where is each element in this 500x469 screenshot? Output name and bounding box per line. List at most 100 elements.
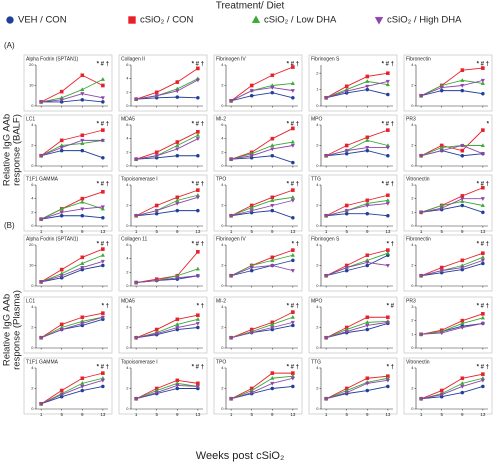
x-tick-label: 13 <box>195 229 201 234</box>
panel-frame <box>23 357 113 415</box>
x-tick-label: 1 <box>325 229 328 234</box>
y-tick-label: 2 <box>316 143 319 148</box>
panel-title: Collagen II <box>121 56 145 62</box>
y-tick-label: 4 <box>411 122 414 127</box>
series-line <box>40 316 103 339</box>
marker <box>291 188 295 192</box>
marker <box>290 198 295 203</box>
panel-annotation: * # † <box>97 365 109 371</box>
marker <box>270 153 275 158</box>
series-line <box>231 145 293 160</box>
marker <box>229 214 234 219</box>
marker <box>460 266 465 270</box>
marker <box>59 393 64 397</box>
marker <box>80 315 85 320</box>
marker <box>249 266 254 270</box>
marker <box>481 91 485 96</box>
x-tick-label: 1 <box>40 412 43 417</box>
marker <box>249 93 254 98</box>
panel-annotation: * # † <box>477 62 489 68</box>
marker <box>270 326 275 330</box>
y-tick-label: 0 <box>126 103 129 108</box>
x-tick-label: 5 <box>250 412 253 417</box>
panel-frame <box>403 296 493 354</box>
series-line <box>325 377 388 400</box>
x-tick-label: 1 <box>135 412 138 417</box>
panel-frame <box>118 174 208 232</box>
panel-annotation: * # † <box>192 365 204 371</box>
y-tick-label: 4 <box>221 304 224 309</box>
y-tick-label: 2 <box>31 209 34 214</box>
series-line <box>40 74 104 103</box>
y-tick-label: 4 <box>126 256 129 261</box>
panel-title: TPO <box>216 176 226 182</box>
series-line <box>421 187 484 213</box>
marker <box>460 199 465 203</box>
panel-frame <box>403 114 493 172</box>
marker <box>101 384 105 389</box>
panel-annotation: * † <box>387 242 394 248</box>
series-line <box>326 150 388 157</box>
x-tick-label: 13 <box>480 229 486 234</box>
marker <box>324 96 329 101</box>
marker <box>196 153 200 158</box>
marker <box>101 215 105 220</box>
marker <box>344 143 349 148</box>
series-line <box>135 382 198 400</box>
series-line <box>230 372 293 400</box>
marker <box>80 376 85 381</box>
y-tick-label: 2 <box>221 203 224 208</box>
marker <box>481 251 485 256</box>
marker <box>80 381 85 385</box>
x-tick-label: 5 <box>440 412 443 417</box>
marker <box>460 84 465 88</box>
marker <box>196 250 200 254</box>
panel-title: TPO <box>216 359 226 365</box>
y-tick-label: 2 <box>126 89 129 94</box>
panel-frame <box>308 114 398 172</box>
marker <box>439 269 444 273</box>
marker <box>324 274 329 279</box>
series-line <box>135 314 198 339</box>
marker <box>80 98 85 102</box>
marker <box>249 89 254 93</box>
marker <box>39 336 44 341</box>
marker <box>100 96 105 101</box>
panel-frame <box>308 174 398 232</box>
series-line <box>325 72 388 99</box>
y-tick-label: 0 <box>411 103 414 108</box>
y-tick-label: 2 <box>316 203 319 208</box>
marker <box>481 66 485 70</box>
marker <box>291 215 295 220</box>
series-line <box>421 259 484 277</box>
y-tick-label: 2 <box>126 269 129 274</box>
y-tick-label: 4 <box>316 182 319 187</box>
series-line <box>136 384 198 400</box>
marker <box>460 376 465 381</box>
marker <box>419 332 424 337</box>
y-tick-label: 0 <box>31 406 34 411</box>
marker <box>270 381 275 386</box>
marker <box>324 336 329 341</box>
y-tick-label: 0 <box>411 223 414 228</box>
marker <box>100 315 105 320</box>
panel-title: LC1 <box>26 116 35 122</box>
y-tick-label: 3 <box>411 304 414 309</box>
x-tick-label: 5 <box>60 412 63 417</box>
marker <box>480 321 485 326</box>
marker <box>374 17 384 25</box>
marker <box>480 258 485 263</box>
series-line <box>40 201 103 220</box>
marker <box>39 154 44 159</box>
marker <box>481 185 485 190</box>
y-tick-label: 4 <box>411 62 414 67</box>
y-tick-label: 4 <box>126 182 129 187</box>
marker <box>344 330 349 334</box>
panel-title: LC1 <box>26 298 35 304</box>
marker <box>195 266 200 271</box>
series-line <box>136 322 198 339</box>
y-tick-label: 4 <box>316 122 319 127</box>
y-tick-label: 4 <box>316 242 319 247</box>
marker <box>460 326 465 330</box>
series-line <box>325 316 388 339</box>
